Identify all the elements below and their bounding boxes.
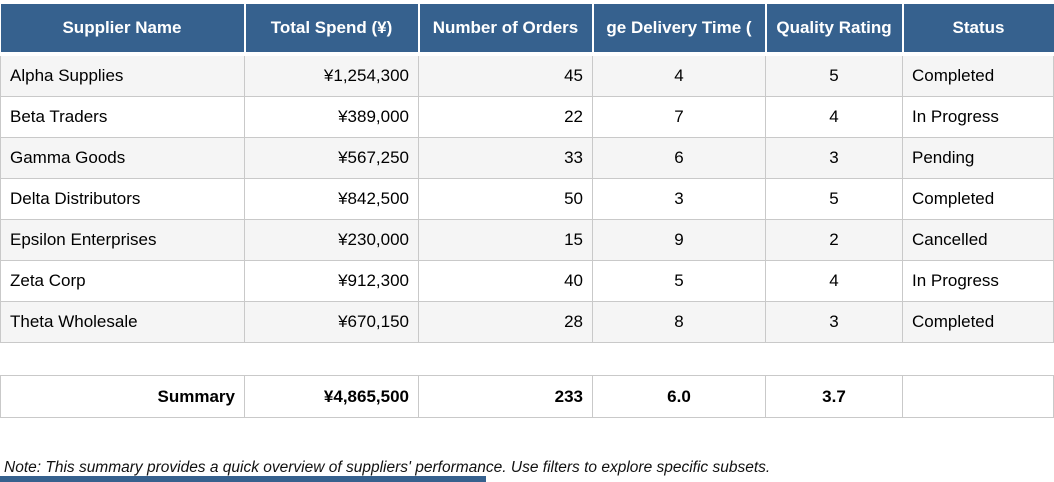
table-row: Gamma Goods ¥567,250 33 6 3 Pending bbox=[0, 137, 1054, 179]
suppliers-table: Supplier Name Total Spend (¥) Number of … bbox=[0, 4, 1054, 343]
cell-quality-rating: 3 bbox=[765, 301, 903, 343]
column-header-supplier-name: Supplier Name bbox=[0, 4, 245, 56]
cell-quality-rating: 4 bbox=[765, 260, 903, 302]
table-row: Delta Distributors ¥842,500 50 3 5 Compl… bbox=[0, 178, 1054, 220]
cell-number-of-orders: 45 bbox=[418, 53, 593, 97]
cell-delivery-time: 8 bbox=[592, 301, 766, 343]
note-text: Note: This summary provides a quick over… bbox=[4, 459, 771, 476]
table-row: Epsilon Enterprises ¥230,000 15 9 2 Canc… bbox=[0, 219, 1054, 261]
cell-number-of-orders: 40 bbox=[418, 260, 593, 302]
clipped-next-header-bar bbox=[0, 476, 486, 482]
cell-supplier-name: Delta Distributors bbox=[0, 178, 245, 220]
cell-delivery-time: 9 bbox=[592, 219, 766, 261]
cell-quality-rating: 3 bbox=[765, 137, 903, 179]
summary-status-empty bbox=[902, 375, 1054, 418]
cell-supplier-name: Gamma Goods bbox=[0, 137, 245, 179]
cell-number-of-orders: 33 bbox=[418, 137, 593, 179]
summary-table: Summary ¥4,865,500 233 6.0 3.7 bbox=[0, 375, 1054, 418]
cell-supplier-name: Zeta Corp bbox=[0, 260, 245, 302]
cell-quality-rating: 4 bbox=[765, 96, 903, 138]
column-header-status: Status bbox=[901, 4, 1054, 56]
cell-delivery-time: 6 bbox=[592, 137, 766, 179]
cell-status: Completed bbox=[902, 301, 1054, 343]
summary-delivery-time: 6.0 bbox=[592, 375, 766, 418]
cell-supplier-name: Epsilon Enterprises bbox=[0, 219, 245, 261]
cell-total-spend: ¥230,000 bbox=[244, 219, 419, 261]
cell-delivery-time: 7 bbox=[592, 96, 766, 138]
cell-quality-rating: 5 bbox=[765, 178, 903, 220]
cell-status: In Progress bbox=[902, 260, 1054, 302]
summary-row: Summary ¥4,865,500 233 6.0 3.7 bbox=[0, 375, 1054, 418]
cell-status: Completed bbox=[902, 53, 1054, 97]
cell-status: Cancelled bbox=[902, 219, 1054, 261]
cell-delivery-time: 4 bbox=[592, 53, 766, 97]
table-row: Beta Traders ¥389,000 22 7 4 In Progress bbox=[0, 96, 1054, 138]
column-header-total-spend: Total Spend (¥) bbox=[243, 4, 419, 56]
summary-number-of-orders: 233 bbox=[418, 375, 593, 418]
cell-delivery-time: 3 bbox=[592, 178, 766, 220]
cell-supplier-name: Beta Traders bbox=[0, 96, 245, 138]
table-header-row: Supplier Name Total Spend (¥) Number of … bbox=[0, 4, 1054, 56]
cell-quality-rating: 5 bbox=[765, 53, 903, 97]
cell-total-spend: ¥842,500 bbox=[244, 178, 419, 220]
cell-number-of-orders: 50 bbox=[418, 178, 593, 220]
cell-quality-rating: 2 bbox=[765, 219, 903, 261]
column-header-number-of-orders: Number of Orders bbox=[417, 4, 593, 56]
cell-total-spend: ¥1,254,300 bbox=[244, 53, 419, 97]
cell-status: Completed bbox=[902, 178, 1054, 220]
summary-label: Summary bbox=[0, 375, 245, 418]
cell-total-spend: ¥912,300 bbox=[244, 260, 419, 302]
cell-total-spend: ¥389,000 bbox=[244, 96, 419, 138]
cell-number-of-orders: 15 bbox=[418, 219, 593, 261]
cell-status: Pending bbox=[902, 137, 1054, 179]
cell-number-of-orders: 22 bbox=[418, 96, 593, 138]
cell-total-spend: ¥567,250 bbox=[244, 137, 419, 179]
summary-quality-rating: 3.7 bbox=[765, 375, 903, 418]
table-row: Theta Wholesale ¥670,150 28 8 3 Complete… bbox=[0, 301, 1054, 343]
cell-total-spend: ¥670,150 bbox=[244, 301, 419, 343]
cell-supplier-name: Alpha Supplies bbox=[0, 53, 245, 97]
cell-supplier-name: Theta Wholesale bbox=[0, 301, 245, 343]
column-header-quality-rating: Quality Rating bbox=[764, 4, 903, 56]
table-row: Alpha Supplies ¥1,254,300 45 4 5 Complet… bbox=[0, 53, 1054, 97]
table-row: Zeta Corp ¥912,300 40 5 4 In Progress bbox=[0, 260, 1054, 302]
cell-status: In Progress bbox=[902, 96, 1054, 138]
summary-total-spend: ¥4,865,500 bbox=[244, 375, 419, 418]
cell-number-of-orders: 28 bbox=[418, 301, 593, 343]
cell-delivery-time: 5 bbox=[592, 260, 766, 302]
column-header-avg-delivery-time: ge Delivery Time ( bbox=[591, 4, 766, 56]
